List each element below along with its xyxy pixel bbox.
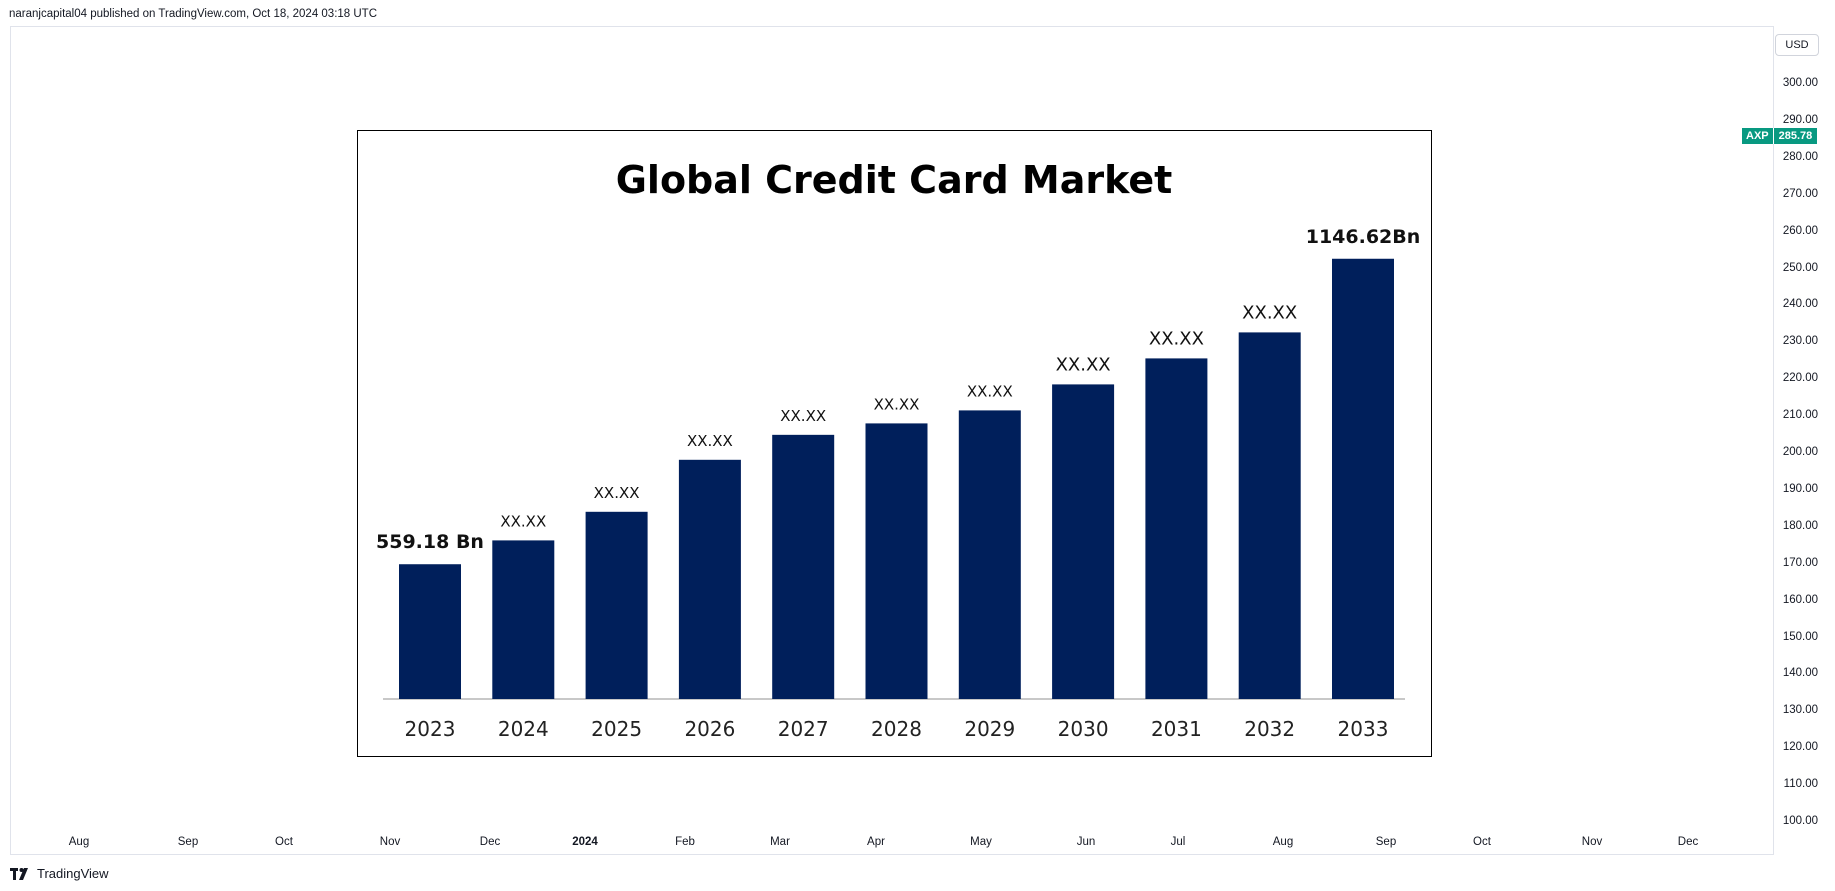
time-tick-label: Feb [675,836,695,848]
bar-2023 [399,564,461,699]
time-tick-label: Aug [1272,836,1294,848]
price-tick-label: 160.00 [1782,593,1818,606]
category-label-2033: 2033 [1338,717,1389,741]
category-label-2025: 2025 [591,717,642,741]
last-price: 285.78 [1773,128,1818,144]
bar-2029 [958,410,1021,699]
price-tick-label: 190.00 [1782,482,1818,495]
time-tick-label: Dec [1677,836,1699,848]
price-tick-label: 100.00 [1782,815,1818,827]
price-tick-label: 250.00 [1782,261,1818,274]
time-tick-label: Apr [867,836,885,848]
chart-title: Global Credit Card Market [616,158,1173,202]
price-tick-label: 270.00 [1782,187,1818,200]
price-tick-label: 150.00 [1782,630,1818,643]
category-label-2026: 2026 [684,717,735,741]
data-label-2028: XX.XX [874,395,920,413]
data-label-2033: 1146.62Bn [1306,226,1421,248]
data-label-2025: XX.XX [594,484,640,502]
price-tick-label: 120.00 [1782,741,1818,754]
price-tick-label: 180.00 [1782,519,1818,532]
last-price-tag: AXP 285.78 [1742,128,1818,144]
price-tick-label: 240.00 [1782,298,1818,311]
price-tick-label: 300.00 [1782,77,1818,89]
category-label-2027: 2027 [778,717,829,741]
publish-info: naranjcapital04 published on TradingView… [9,8,378,20]
category-label-2029: 2029 [964,717,1015,741]
tradingview-logo-icon [10,867,28,880]
time-tick-label: Jul [1170,836,1186,848]
currency-selector[interactable]: USD [1775,34,1819,56]
tradingview-logo-text: TradingView [37,866,109,881]
category-label-2030: 2030 [1058,717,1109,741]
chart-pane[interactable] [10,26,1774,855]
time-tick-label: 2024 [572,836,598,848]
price-tick-label: 210.00 [1782,409,1818,422]
tradingview-logo[interactable]: TradingView [10,866,109,881]
data-label-2027: XX.XX [780,407,826,425]
time-tick-label: Sep [1375,836,1397,848]
price-tick-label: 140.00 [1782,667,1818,680]
time-tick-label: Oct [1473,836,1491,848]
data-label-2024: XX.XX [500,512,546,530]
data-label-2023: 559.18 Bn [376,531,484,553]
category-label-2032: 2032 [1244,717,1295,741]
bar-2025 [585,511,648,699]
ticker-symbol: AXP [1742,128,1774,144]
price-tick-label: 230.00 [1782,335,1818,348]
price-tick-label: 280.00 [1782,150,1818,163]
bar-2031 [1145,358,1208,699]
bar-2028 [865,423,928,699]
bar-2026 [678,459,741,699]
price-tick-label: 290.00 [1782,113,1818,126]
data-label-2030: XX.XX [1056,354,1111,375]
category-label-2028: 2028 [871,717,922,741]
time-tick-label: Aug [68,836,90,848]
price-tick-label: 170.00 [1782,556,1818,569]
data-label-2029: XX.XX [967,382,1013,400]
bar-chart: Global Credit Card Market 559.18 Bn 2023 X… [376,158,1421,741]
data-label-2026: XX.XX [687,432,733,450]
bar-2027 [772,434,835,699]
bar-2033 [1332,258,1394,699]
bar-2024 [492,540,555,699]
bar-2030 [1052,384,1115,699]
time-tick-label: Oct [275,836,293,848]
price-tick-label: 110.00 [1783,778,1818,791]
price-tick-label: 220.00 [1782,372,1818,385]
market-chart-image: Global Credit Card Market 559.18 Bn 2023 X… [357,130,1432,757]
price-tick-label: 260.00 [1782,224,1818,237]
bar-2032 [1238,332,1301,699]
price-tick-label: 200.00 [1782,446,1818,458]
time-tick-label: May [970,836,992,848]
category-label-2031: 2031 [1151,717,1202,741]
time-tick-label: Sep [177,836,199,848]
category-label-2024: 2024 [498,717,549,741]
category-label-2023: 2023 [405,717,456,741]
time-tick-label: Nov [1581,836,1603,848]
time-tick-label: Dec [479,836,501,848]
time-tick-label: Jun [1076,836,1096,848]
time-tick-label: Mar [770,836,790,848]
price-tick-label: 130.00 [1782,704,1818,717]
data-label-2032: XX.XX [1242,302,1297,323]
data-label-2031: XX.XX [1149,328,1204,349]
time-tick-label: Nov [379,836,401,848]
